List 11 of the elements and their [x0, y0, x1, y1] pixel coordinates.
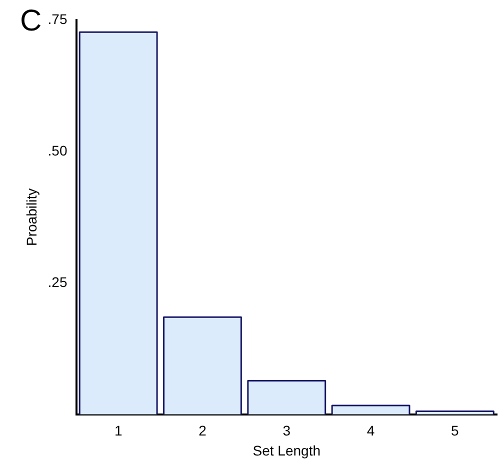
x-tick-label: 3: [282, 422, 291, 439]
x-tick-label: 4: [366, 422, 375, 439]
x-axis-title: Set Length: [252, 442, 320, 458]
x-tick-label: 5: [451, 422, 460, 439]
x-tick-label: 2: [198, 422, 207, 439]
y-tick-label: .75: [48, 10, 68, 27]
y-tick-label: .25: [48, 274, 68, 290]
y-axis-title: Proability: [23, 188, 40, 246]
y-tick-label: .50: [48, 142, 68, 158]
x-tick-label: 1: [114, 422, 122, 439]
chart-title: C: [20, 4, 42, 38]
